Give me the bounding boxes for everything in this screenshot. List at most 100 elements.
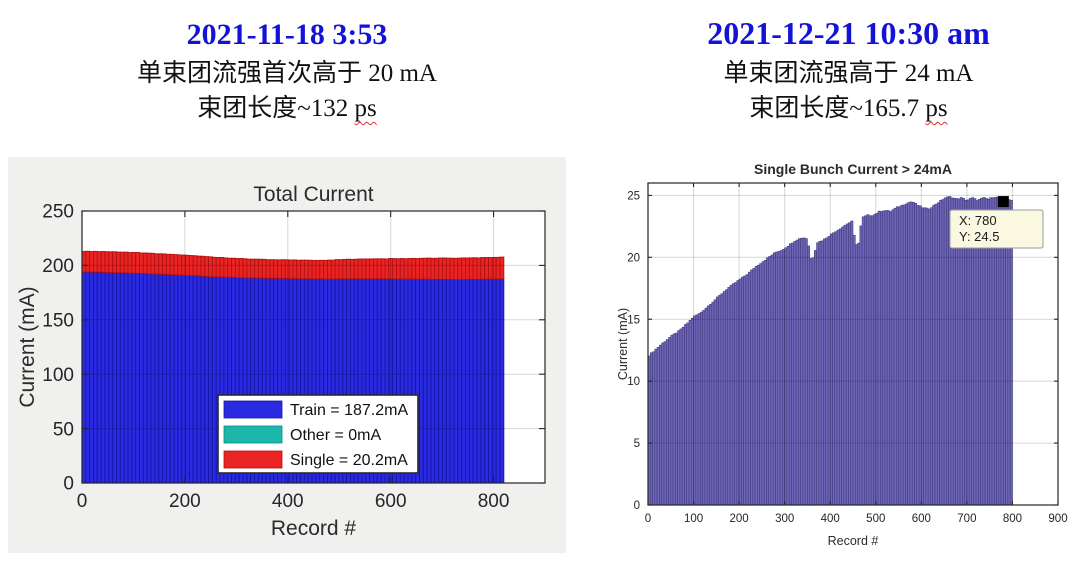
- x-tick-label: 400: [272, 491, 304, 512]
- right-header-line2-unit: ps: [925, 95, 948, 122]
- bar: [373, 258, 378, 280]
- bar: [902, 204, 906, 506]
- bar: [434, 257, 440, 280]
- x-tick-label: 600: [912, 513, 931, 525]
- bar: [480, 257, 486, 280]
- bar: [711, 301, 715, 506]
- bar: [142, 252, 148, 274]
- bar: [146, 252, 152, 275]
- bar: [661, 342, 665, 506]
- bar: [150, 252, 156, 275]
- bars-group: [81, 250, 505, 484]
- bar: [752, 268, 756, 506]
- bar: [659, 344, 662, 506]
- bar: [886, 210, 890, 506]
- legend-label: Other = 0mA: [290, 427, 381, 444]
- bar: [468, 278, 474, 484]
- bar: [246, 258, 252, 279]
- bar: [123, 272, 129, 484]
- bar: [839, 228, 842, 506]
- bar: [911, 202, 915, 506]
- ticks: 0 100 200 300 400 500 600 700 800 900 0 5 10 15 20 25: [627, 183, 1068, 525]
- bar: [468, 257, 474, 280]
- bar: [254, 258, 259, 279]
- y-axis-label: Current (mA): [16, 286, 39, 407]
- bar: [131, 252, 137, 274]
- data-tip-box: [949, 209, 1044, 249]
- bar: [743, 275, 747, 506]
- y-tick-label: 200: [42, 256, 74, 277]
- bar: [877, 210, 881, 506]
- bar: [914, 203, 918, 506]
- bar: [770, 254, 774, 506]
- bar: [802, 237, 806, 506]
- bar: [465, 278, 470, 484]
- bar: [895, 206, 899, 506]
- bar: [438, 278, 443, 484]
- bar: [870, 215, 874, 506]
- bar: [311, 259, 317, 280]
- bar: [100, 271, 106, 484]
- bar: [795, 239, 799, 506]
- bar: [688, 319, 692, 506]
- bar: [269, 259, 275, 279]
- bar: [679, 328, 683, 506]
- bar: [745, 274, 749, 506]
- bar: [119, 251, 125, 274]
- bar: [898, 206, 902, 506]
- bar: [854, 244, 858, 506]
- bar: [185, 275, 190, 484]
- x-axis-label: Record #: [271, 517, 357, 540]
- bar: [196, 255, 202, 277]
- y-tick-label: 250: [42, 202, 74, 223]
- y-axis-label: Current (mA): [618, 308, 630, 380]
- left-header: 2021-11-18 3:53 单束团流强首次高于 20 mA 束团长度~132…: [8, 14, 566, 126]
- bar: [499, 256, 505, 280]
- bar: [449, 257, 455, 280]
- ticks: 0 200 400 600 800 0 50 100 150 200 250: [42, 202, 545, 512]
- bar: [407, 258, 413, 280]
- bar: [353, 258, 359, 280]
- bar: [891, 209, 895, 506]
- bar: [852, 235, 856, 506]
- bar: [334, 259, 340, 280]
- gridlines: [648, 183, 1058, 505]
- bar: [238, 258, 244, 279]
- bar: [491, 278, 497, 484]
- y-tick-label: 10: [627, 376, 640, 388]
- bar: [453, 279, 459, 484]
- bar: [196, 275, 202, 484]
- bar: [649, 352, 653, 506]
- bar: [135, 252, 140, 274]
- bar: [108, 272, 114, 484]
- bar: [893, 207, 897, 506]
- bar: [93, 271, 98, 484]
- bar: [154, 253, 160, 275]
- bar: [104, 271, 110, 484]
- bar: [430, 278, 436, 484]
- chart-title: Single Bunch Current > 24mA: [754, 161, 952, 177]
- bar: [722, 291, 726, 506]
- bar: [866, 214, 870, 506]
- bar: [116, 251, 121, 274]
- bar: [725, 289, 729, 506]
- bar: [211, 276, 217, 484]
- bar: [173, 254, 179, 276]
- bar: [85, 271, 91, 484]
- bar: [376, 258, 382, 280]
- bar: [422, 257, 428, 280]
- left-header-line1: 单束团流强首次高于 20 mA: [136, 60, 437, 87]
- bar: [139, 252, 144, 274]
- bar: [104, 251, 110, 273]
- bar: [211, 256, 217, 278]
- bar: [720, 293, 724, 506]
- bar: [165, 253, 171, 275]
- bar: [916, 205, 920, 506]
- bar: [403, 258, 409, 280]
- bar: [231, 257, 236, 278]
- bar: [850, 220, 854, 506]
- bar: [426, 278, 432, 484]
- bar: [868, 215, 872, 506]
